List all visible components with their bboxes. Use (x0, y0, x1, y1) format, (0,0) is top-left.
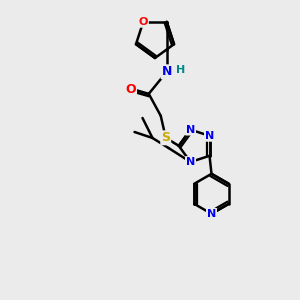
Text: N: N (205, 131, 214, 141)
Text: N: N (186, 157, 195, 167)
Text: N: N (207, 209, 216, 219)
Text: S: S (161, 131, 170, 144)
Text: O: O (139, 17, 148, 27)
Text: O: O (125, 83, 136, 96)
Text: H: H (176, 65, 185, 75)
Text: N: N (162, 65, 172, 78)
Text: N: N (186, 125, 195, 135)
